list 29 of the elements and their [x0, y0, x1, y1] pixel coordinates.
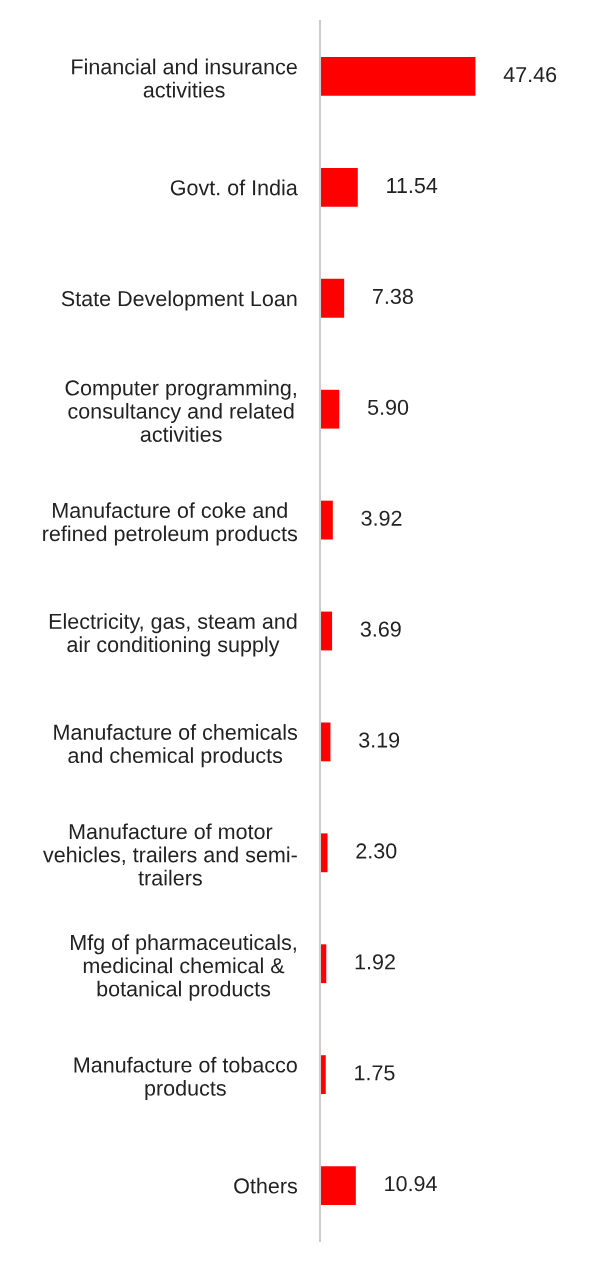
y-tick-label: Manufacture of motor vehicles, trailers and semi- trailers: [43, 823, 297, 886]
data-label: 1.92: [355, 954, 395, 970]
y-tick-label: Financial and insurance activities: [72, 58, 297, 98]
y-tick-label: Manufacture of tobacco products: [74, 1056, 297, 1101]
y-tick-label: Computer programming, consultancy and related activities: [65, 379, 296, 442]
data-label: 2.30: [356, 843, 397, 859]
y-tick-label: Mfg of pharmaceuticals, medicinal chemical & botanical products: [71, 934, 296, 1001]
y-tick-label: Others: [234, 1177, 297, 1194]
data-label: 11.54: [387, 178, 438, 194]
bar: [320, 1166, 356, 1205]
data-label: 7.38: [373, 288, 413, 305]
bar: [320, 57, 476, 96]
data-label: 3.92: [361, 510, 402, 526]
data-label: 5.90: [367, 399, 409, 415]
y-tick-label: State Development Loan: [61, 290, 297, 311]
y-tick-label: Manufacture of coke and refined petroleum products: [43, 502, 298, 546]
data-label: 1.75: [355, 1065, 395, 1081]
bar: [320, 389, 340, 429]
data-label: 47.46: [503, 66, 557, 83]
y-tick-label: Manufacture of chemicals and chemical products: [54, 724, 298, 768]
bar: [320, 278, 345, 318]
y-tick-label: Electricity, gas, steam and air conditioning supply: [49, 613, 297, 657]
bar: [320, 500, 333, 540]
data-label: 10.94: [385, 1176, 437, 1192]
y-tick-label: Govt. of India: [170, 179, 298, 196]
bar: [320, 833, 328, 873]
data-label: 3.69: [360, 621, 401, 637]
bar: [320, 167, 358, 207]
data-label: 3.19: [359, 732, 400, 748]
